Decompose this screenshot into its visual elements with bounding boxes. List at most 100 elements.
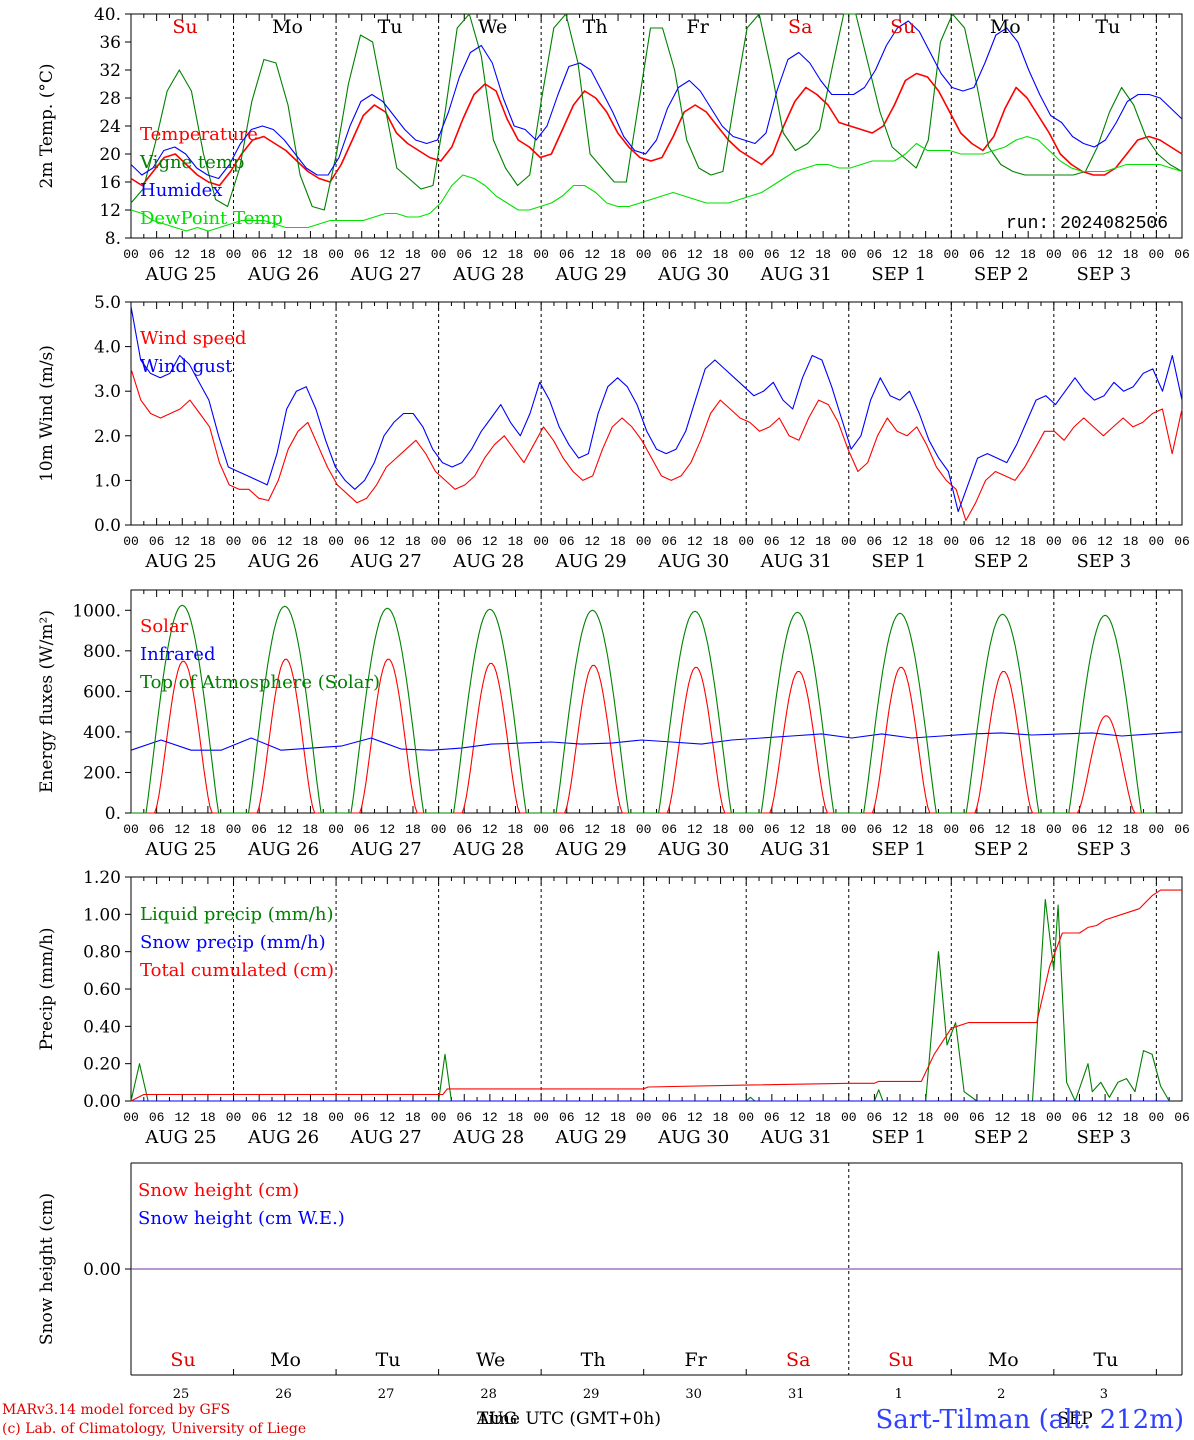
y-tick-label: 20 bbox=[99, 145, 121, 165]
hour-tick-label: 18 bbox=[405, 247, 421, 262]
hour-tick-label: 06 bbox=[149, 247, 165, 262]
weekday-label-bottom: We bbox=[476, 1349, 505, 1371]
hour-tick-label: 18 bbox=[508, 247, 524, 262]
hour-tick-label: 18 bbox=[1020, 534, 1036, 549]
day-separators bbox=[233, 14, 1157, 1375]
hour-tick-label: 06 bbox=[1174, 1110, 1190, 1125]
hour-tick-label: 12 bbox=[174, 1110, 190, 1125]
y-tick-label: 2.0 bbox=[94, 427, 121, 447]
legend-label: Vigne temp bbox=[139, 152, 244, 173]
hour-tick-label: 06 bbox=[1174, 534, 1190, 549]
hour-tick-label: 06 bbox=[1072, 822, 1088, 837]
hour-tick-label: 06 bbox=[662, 1110, 678, 1125]
hour-tick-label: 00 bbox=[328, 1110, 344, 1125]
hour-tick-label: 12 bbox=[1097, 822, 1113, 837]
day-number-label: 3 bbox=[1100, 1387, 1108, 1402]
hour-tick-label: 18 bbox=[815, 247, 831, 262]
hour-tick-label: 18 bbox=[713, 534, 729, 549]
hour-tick-label: 00 bbox=[1149, 1110, 1165, 1125]
weekday-label-bottom: Su bbox=[170, 1349, 195, 1371]
hour-tick-label: 06 bbox=[456, 247, 472, 262]
hour-tick-label: 06 bbox=[764, 822, 780, 837]
hour-tick-label: 06 bbox=[969, 822, 985, 837]
hour-tick-label: 18 bbox=[610, 822, 626, 837]
legend-label: Snow precip (mm/h) bbox=[140, 932, 326, 953]
legend-label: Top of Atmosphere (Solar) bbox=[140, 672, 380, 693]
run-label: run: 2024082506 bbox=[1006, 214, 1168, 234]
date-label: AUG 26 bbox=[247, 551, 319, 572]
y-tick-label: 16 bbox=[99, 173, 121, 193]
hour-tick-label: 12 bbox=[174, 534, 190, 549]
date-label: AUG 28 bbox=[452, 1127, 524, 1148]
hour-tick-label: 12 bbox=[790, 247, 806, 262]
hour-tick-label: 18 bbox=[405, 822, 421, 837]
hour-tick-label: 00 bbox=[1149, 822, 1165, 837]
hour-tick-label: 12 bbox=[482, 1110, 498, 1125]
series-line bbox=[130, 135, 1183, 232]
hour-tick-label: 18 bbox=[610, 534, 626, 549]
hour-tick-label: 00 bbox=[533, 534, 549, 549]
series-line bbox=[130, 731, 1183, 751]
hour-tick-label: 00 bbox=[1149, 247, 1165, 262]
hour-tick-label: 12 bbox=[790, 534, 806, 549]
hour-tick-label: 12 bbox=[482, 247, 498, 262]
y-axis-label: 10m Wind (m/s) bbox=[37, 345, 57, 482]
hour-tick-label: 06 bbox=[354, 534, 370, 549]
hour-tick-label: 12 bbox=[380, 822, 396, 837]
weekday-label: Th bbox=[583, 16, 608, 38]
hour-tick-label: 06 bbox=[251, 1110, 267, 1125]
date-label: AUG 28 bbox=[452, 264, 524, 285]
hour-tick-label: 00 bbox=[636, 822, 652, 837]
hour-tick-label: 06 bbox=[149, 822, 165, 837]
date-label: AUG 30 bbox=[657, 264, 729, 285]
series-line bbox=[130, 13, 1183, 211]
y-tick-label: 12 bbox=[99, 201, 121, 221]
hour-tick-label: 00 bbox=[738, 534, 754, 549]
weekday-label: Fr bbox=[687, 16, 710, 38]
hour-tick-label: 12 bbox=[892, 822, 908, 837]
y-tick-label: 0.40 bbox=[83, 1017, 121, 1037]
y-tick-label: 1.00 bbox=[83, 905, 121, 925]
y-tick-label: 5.0 bbox=[94, 293, 121, 313]
hour-tick-label: 00 bbox=[943, 247, 959, 262]
hour-tick-label: 18 bbox=[200, 247, 216, 262]
date-label: AUG 30 bbox=[657, 839, 729, 860]
hour-tick-label: 12 bbox=[482, 534, 498, 549]
hour-tick-label: 18 bbox=[918, 822, 934, 837]
hour-tick-label: 18 bbox=[918, 247, 934, 262]
hour-tick-label: 18 bbox=[815, 822, 831, 837]
hour-tick-label: 12 bbox=[995, 534, 1011, 549]
date-label: AUG 26 bbox=[247, 839, 319, 860]
hour-tick-label: 00 bbox=[328, 247, 344, 262]
hour-tick-label: 12 bbox=[892, 1110, 908, 1125]
text-layer: 00 06 12 18 00 06 12 18 00 06 12 18 00 06 12 18 00 06 12 18… bbox=[37, 5, 1190, 1402]
date-label: AUG 25 bbox=[144, 839, 216, 860]
date-label: AUG 25 bbox=[144, 551, 216, 572]
y-tick-label: 400. bbox=[83, 723, 121, 743]
hour-tick-label: 00 bbox=[123, 247, 139, 262]
day-number-label: 2 bbox=[997, 1387, 1005, 1402]
hour-tick-label: 00 bbox=[943, 1110, 959, 1125]
date-label: SEP 1 bbox=[871, 1127, 926, 1148]
date-label: AUG 31 bbox=[760, 1127, 832, 1148]
hour-tick-label: 06 bbox=[559, 247, 575, 262]
y-tick-label: 0.00 bbox=[83, 1092, 121, 1112]
hour-tick-label: 12 bbox=[585, 1110, 601, 1125]
hour-tick-label: 12 bbox=[585, 534, 601, 549]
hour-tick-label: 00 bbox=[328, 534, 344, 549]
hour-tick-label: 00 bbox=[1046, 1110, 1062, 1125]
hour-tick-label: 00 bbox=[943, 822, 959, 837]
hour-tick-label: 06 bbox=[867, 247, 883, 262]
date-label: SEP 2 bbox=[974, 839, 1029, 860]
day-number-label: 25 bbox=[173, 1387, 190, 1402]
hour-tick-label: 18 bbox=[610, 247, 626, 262]
weekday-label-bottom: Fr bbox=[685, 1349, 708, 1371]
hour-tick-label: 18 bbox=[1123, 822, 1139, 837]
legend-label: DewPoint Temp bbox=[140, 208, 283, 229]
hour-tick-label: 00 bbox=[431, 247, 447, 262]
hour-tick-label: 18 bbox=[1123, 1110, 1139, 1125]
series-lines bbox=[130, 13, 1183, 1270]
y-tick-label: 8. bbox=[105, 229, 121, 249]
day-number-label: 28 bbox=[480, 1387, 497, 1402]
date-label: AUG 29 bbox=[555, 264, 627, 285]
